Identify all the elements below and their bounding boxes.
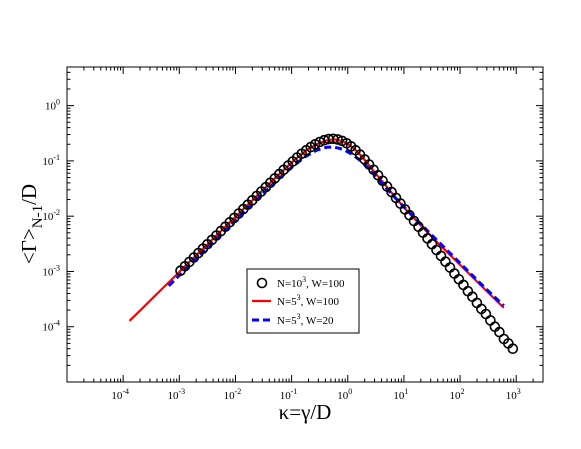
minor-ticks bbox=[67, 66, 544, 382]
y-tick-label: 10-1 bbox=[42, 153, 60, 168]
x-tick-label: 10-4 bbox=[111, 387, 129, 402]
data-point-circle bbox=[485, 315, 496, 326]
y-tick-labels: 10-4 10-3 10-2 10-1 100 bbox=[42, 98, 60, 334]
x-tick-label: 101 bbox=[393, 387, 408, 402]
x-axis-title: κ=γ/D bbox=[279, 400, 332, 424]
legend-label-1: N=103, W=100 bbox=[277, 275, 345, 290]
x-tick-label: 103 bbox=[506, 387, 521, 402]
x-tick-labels: 10-4 10-3 10-2 10-1 100 101 102 103 bbox=[111, 387, 520, 402]
data-point-circle bbox=[332, 134, 343, 145]
y-tick-label: 10-2 bbox=[42, 208, 60, 223]
series-layer bbox=[128, 133, 519, 355]
y-tick-label: 10-3 bbox=[42, 263, 60, 278]
x-tick-label: 10-2 bbox=[224, 387, 242, 402]
y-axis-title-group: <Γ>N-1/D bbox=[17, 184, 46, 264]
legend-label-3: N=53, W=20 bbox=[277, 312, 334, 327]
x-tick-label: 10-1 bbox=[280, 387, 298, 402]
legend-label-2: N=53, W=100 bbox=[277, 293, 340, 308]
plot-frame bbox=[66, 66, 544, 383]
legend-marker-circles bbox=[256, 277, 268, 289]
x-tick-label: 102 bbox=[450, 387, 465, 402]
major-ticks bbox=[66, 67, 543, 383]
y-tick-label: 100 bbox=[45, 98, 60, 113]
legend: N=103, W=100 N=53, W=100 N=53, W=20 bbox=[246, 268, 360, 334]
y-axis-title: <Γ>N-1/D bbox=[17, 184, 46, 264]
x-tick-label: 100 bbox=[337, 387, 352, 402]
data-point-circle bbox=[507, 343, 519, 355]
data-point-circle bbox=[471, 297, 483, 309]
y-tick-label: 10-4 bbox=[42, 319, 60, 334]
x-tick-label: 10-3 bbox=[167, 387, 185, 402]
